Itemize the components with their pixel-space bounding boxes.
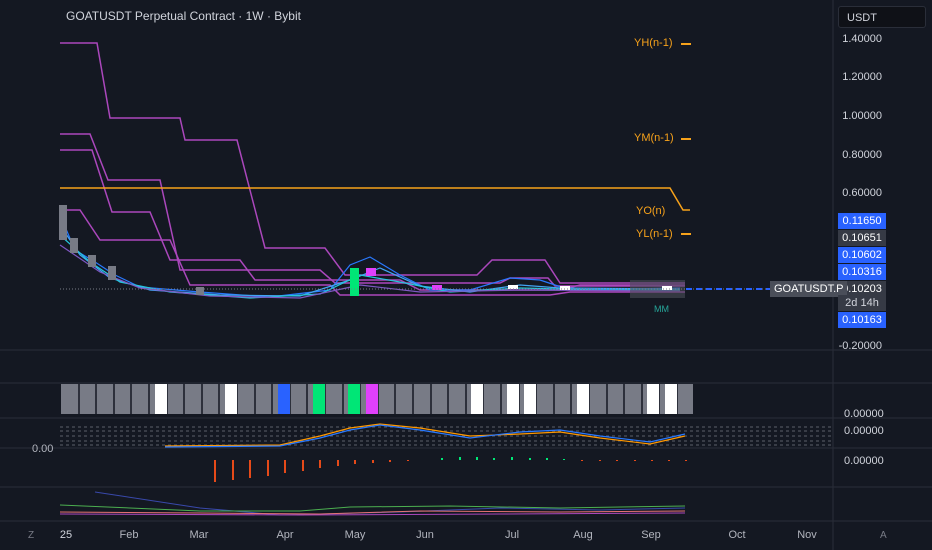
bar-countdown: 2d 14h: [838, 295, 886, 311]
signal-blocks-panel: [61, 384, 693, 414]
zoom-button[interactable]: Z: [28, 530, 35, 541]
current-price-tag: 0.10203: [838, 281, 886, 297]
time-tick: Aug: [573, 529, 593, 541]
time-tick: 25: [59, 529, 73, 541]
time-tick: Jul: [504, 529, 520, 541]
time-tick: Oct: [728, 529, 746, 541]
price-tag: 0.10602: [838, 247, 886, 263]
level-label-ym: YM(n-1): [634, 132, 674, 144]
panel2-axis: 0.00000: [844, 425, 884, 437]
price-tick: -0.20000: [838, 340, 882, 352]
price-tick: 1.20000: [842, 71, 882, 83]
trend-lines-panel: [59, 491, 686, 516]
price-tick: 0.60000: [842, 187, 882, 199]
histogram-panel: [214, 457, 687, 482]
time-tick: Nov: [797, 529, 817, 541]
chart-title: GOATUSDT Perpetual Contract · 1W · Bybit: [66, 9, 301, 23]
time-tick: Apr: [276, 529, 294, 541]
oscillator-panel: [60, 423, 833, 448]
yo-level-line: [60, 187, 690, 211]
time-tick: Jun: [416, 529, 434, 541]
auto-scale-button[interactable]: A: [880, 530, 887, 541]
price-tag: 0.11650: [838, 213, 886, 229]
level-label-yo: YO(n): [636, 205, 666, 217]
level-label-yh: YH(n-1): [634, 37, 673, 49]
ticker-label: GOATUSDT.P: [770, 281, 848, 297]
price-tag: 0.10163: [838, 312, 886, 328]
price-tick: 1.40000: [842, 33, 882, 45]
price-tag: 0.10316: [838, 264, 886, 280]
mm-marker: MM: [654, 304, 669, 314]
price-tag: 0.10651: [838, 230, 886, 246]
currency-selector[interactable]: USDT: [838, 6, 926, 28]
panel1-axis: 0.00000: [844, 408, 884, 420]
panel-left-value: 0.00: [32, 443, 54, 455]
time-tick: Mar: [189, 529, 209, 541]
time-tick: May: [344, 529, 366, 541]
price-tick: 0.80000: [842, 149, 882, 161]
time-tick: Feb: [119, 529, 139, 541]
level-label-yl: YL(n-1): [636, 228, 673, 240]
panel3-axis: 0.00000: [844, 455, 884, 467]
price-tick: 1.00000: [842, 110, 882, 122]
time-tick: Sep: [641, 529, 661, 541]
